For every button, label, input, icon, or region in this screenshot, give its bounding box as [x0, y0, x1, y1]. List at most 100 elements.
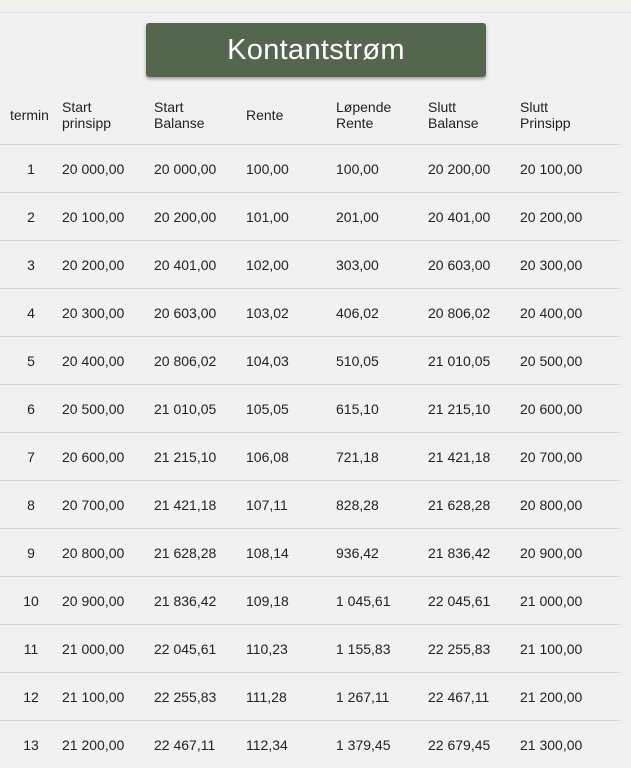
termin-cell: 4: [0, 289, 62, 337]
start-balanse-cell: 22 045,61: [154, 625, 246, 673]
col-header-rente: Rente: [246, 86, 336, 145]
start-prinsipp-cell: 20 800,00: [62, 529, 154, 577]
top-strip: [0, 0, 631, 13]
start-balanse-cell: 20 401,00: [154, 241, 246, 289]
termin-cell: 10: [0, 577, 62, 625]
slutt-prinsipp-cell: 21 000,00: [520, 577, 620, 625]
header-label-line: Slutt: [520, 99, 548, 115]
start-prinsipp-cell: 20 100,00: [62, 193, 154, 241]
rente-cell: 103,02: [246, 289, 336, 337]
slutt-prinsipp-cell: 20 800,00: [520, 481, 620, 529]
slutt-prinsipp-cell: 20 400,00: [520, 289, 620, 337]
termin-cell: 13: [0, 721, 62, 768]
slutt-prinsipp-cell: 21 200,00: [520, 673, 620, 721]
termin-cell: 5: [0, 337, 62, 385]
start-balanse-cell: 22 467,11: [154, 721, 246, 768]
start-balanse-cell: 22 255,83: [154, 673, 246, 721]
slutt-prinsipp-cell: 20 200,00: [520, 193, 620, 241]
slutt-balanse-cell: 20 401,00: [428, 193, 520, 241]
header-label-line: Start: [154, 99, 184, 115]
termin-cell: 2: [0, 193, 62, 241]
slutt-balanse-cell: 22 045,61: [428, 577, 520, 625]
start-prinsipp-cell: 20 300,00: [62, 289, 154, 337]
slutt-balanse-cell: 21 628,28: [428, 481, 520, 529]
header-label-line: termin: [10, 107, 49, 123]
start-prinsipp-cell: 20 000,00: [62, 145, 154, 193]
rente-cell: 106,08: [246, 433, 336, 481]
slutt-prinsipp-cell: 20 600,00: [520, 385, 620, 433]
termin-cell: 6: [0, 385, 62, 433]
header-label-line: Løpende: [336, 99, 391, 115]
slutt-prinsipp-cell: 20 500,00: [520, 337, 620, 385]
start-balanse-cell: 20 000,00: [154, 145, 246, 193]
lopende-rente-cell: 1 267,11: [336, 673, 428, 721]
rente-cell: 112,34: [246, 721, 336, 768]
rente-cell: 100,00: [246, 145, 336, 193]
slutt-prinsipp-cell: 20 900,00: [520, 529, 620, 577]
rente-cell: 109,18: [246, 577, 336, 625]
title-button[interactable]: Kontantstrøm: [146, 23, 486, 77]
start-balanse-cell: 20 603,00: [154, 289, 246, 337]
header-label-line: Slutt: [428, 99, 456, 115]
termin-cell: 7: [0, 433, 62, 481]
slutt-balanse-cell: 21 215,10: [428, 385, 520, 433]
start-prinsipp-cell: 21 200,00: [62, 721, 154, 768]
lopende-rente-cell: 510,05: [336, 337, 428, 385]
rente-cell: 105,05: [246, 385, 336, 433]
start-prinsipp-cell: 20 600,00: [62, 433, 154, 481]
header-label-line: Rente: [246, 107, 283, 123]
termin-cell: 12: [0, 673, 62, 721]
slutt-prinsipp-cell: 20 100,00: [520, 145, 620, 193]
slutt-balanse-cell: 21 010,05: [428, 337, 520, 385]
lopende-rente-cell: 936,42: [336, 529, 428, 577]
start-prinsipp-cell: 21 100,00: [62, 673, 154, 721]
start-balanse-cell: 21 215,10: [154, 433, 246, 481]
lopende-rente-cell: 1 379,45: [336, 721, 428, 768]
termin-cell: 11: [0, 625, 62, 673]
slutt-prinsipp-cell: 20 700,00: [520, 433, 620, 481]
header-label-line: Prinsipp: [520, 115, 571, 131]
rente-cell: 110,23: [246, 625, 336, 673]
header-label-line: Rente: [336, 115, 373, 131]
start-balanse-cell: 20 200,00: [154, 193, 246, 241]
termin-cell: 9: [0, 529, 62, 577]
col-header-termin: termin: [0, 86, 62, 145]
start-balanse-cell: 21 628,28: [154, 529, 246, 577]
lopende-rente-cell: 1 045,61: [336, 577, 428, 625]
rente-cell: 104,03: [246, 337, 336, 385]
start-balanse-cell: 20 806,02: [154, 337, 246, 385]
start-prinsipp-cell: 20 900,00: [62, 577, 154, 625]
slutt-balanse-cell: 20 603,00: [428, 241, 520, 289]
start-prinsipp-cell: 21 000,00: [62, 625, 154, 673]
start-balanse-cell: 21 836,42: [154, 577, 246, 625]
lopende-rente-cell: 615,10: [336, 385, 428, 433]
header-label-line: Balanse: [428, 115, 479, 131]
start-balanse-cell: 21 421,18: [154, 481, 246, 529]
start-prinsipp-cell: 20 700,00: [62, 481, 154, 529]
termin-cell: 8: [0, 481, 62, 529]
slutt-balanse-cell: 22 255,83: [428, 625, 520, 673]
lopende-rente-cell: 100,00: [336, 145, 428, 193]
lopende-rente-cell: 303,00: [336, 241, 428, 289]
start-prinsipp-cell: 20 200,00: [62, 241, 154, 289]
rente-cell: 107,11: [246, 481, 336, 529]
